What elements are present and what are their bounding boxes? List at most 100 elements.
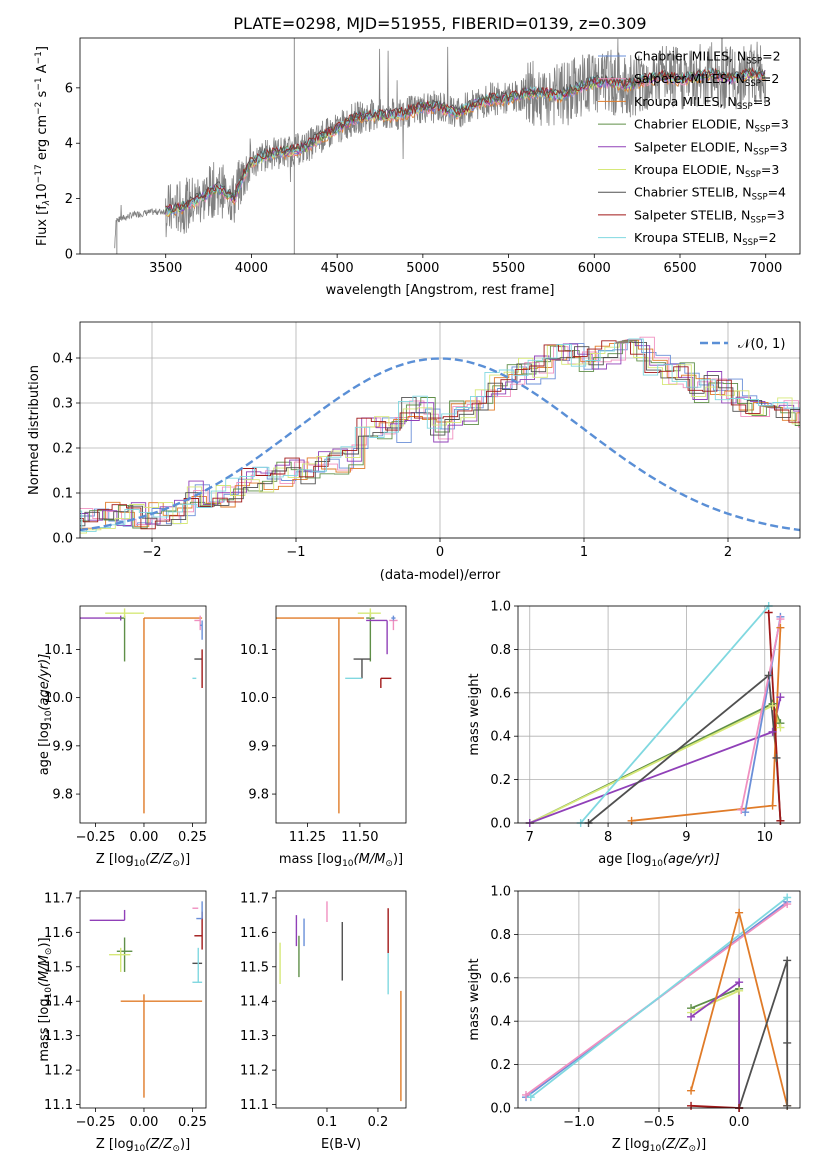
mass_vs_ebv-xlabel: E(B-V) xyxy=(321,1137,361,1152)
spectrum-xlabel: wavelength [Angstrom, rest frame] xyxy=(326,283,555,298)
mw_vs_age-line-salpeter_miles xyxy=(740,618,782,811)
age_vs_Z-axes: −0.25 0.00 0.25 9.8 9.9 10.0 10.1 Z [log10(Z/Z⊙… xyxy=(37,605,207,869)
mw_vs_Z-ytick-label: 0.8 xyxy=(490,928,511,943)
spectrum-xtick-label: 5500 xyxy=(492,261,525,276)
mass_vs_Z-ytick-label: 11.4 xyxy=(44,995,73,1010)
age_vs_mass-ytick-label: 10.0 xyxy=(240,691,269,706)
mw_vs_Z-plot-area xyxy=(525,896,789,1108)
mass_vs_ebv-frame xyxy=(275,890,407,1109)
mw_vs_Z-xlabel: Z [log10(Z/Z⊙)] xyxy=(612,1137,706,1154)
mass_vs_ebv-ytick-label: 11.5 xyxy=(240,960,269,975)
spectrum-ylabel: Flux [fλ10−17 erg cm−2 s−1 A−1] xyxy=(34,46,52,246)
mass_vs_Z-plot-area xyxy=(89,901,203,1098)
residuals-xtick-label: 1 xyxy=(580,545,588,560)
mass_vs_ebv-ytick-label: 11.3 xyxy=(240,1029,269,1044)
spectrum-model-chabrier_stelib xyxy=(165,65,766,214)
mw_vs_Z-marker-chabrier_stelib xyxy=(783,1101,792,1110)
mw_vs_age-line-salpeter_stelib xyxy=(767,612,782,821)
spectrum-ytick-label: 0 xyxy=(65,248,73,263)
mw_vs_age-ytick-label: 1.0 xyxy=(490,600,511,615)
residual-legend-label: 𝒩(0, 1) xyxy=(738,337,785,352)
residuals-xtick-label: −2 xyxy=(142,545,161,560)
residuals-frame xyxy=(79,321,801,539)
mw_vs_age-marker-kroupa_miles xyxy=(776,623,785,632)
mass_vs_ebv-ytick-label: 11.2 xyxy=(240,1064,269,1079)
age_vs_mass-xtick-label: 11.50 xyxy=(341,830,378,845)
mw_vs_Z-ylabel: mass weight xyxy=(467,958,482,1040)
spectrum-xtick-label: 4500 xyxy=(321,261,354,276)
mw_vs_age-marker-chabrier_stelib xyxy=(764,671,773,680)
mw_vs_age-marker-salpeter_elodie xyxy=(768,727,777,736)
mw_vs_age-line-kroupa_stelib xyxy=(580,606,770,823)
age_vs_mass-ytick-label: 9.9 xyxy=(248,739,269,754)
mass_vs_Z-ytick-label: 11.3 xyxy=(44,1029,73,1044)
mw_vs_Z-marker-kroupa_stelib xyxy=(783,893,792,902)
mass_vs_ebv-axes: 0.1 0.2 11.1 11.2 11.3 11.4 11.5 11.6 11.7 E(B-V) xyxy=(240,890,407,1152)
mass_vs_Z-xtick-label: −0.25 xyxy=(76,1115,116,1130)
mw_vs_age-marker-salpeter_stelib xyxy=(776,816,785,825)
mw_vs_age-axes: 7 8 9 10 0.0 0.2 0.4 0.6 0.8 1.0 age [log10(age/yr… xyxy=(467,600,801,869)
mw_vs_Z-marker-kroupa_miles xyxy=(735,908,744,917)
mw_vs_age-xtick-label: 7 xyxy=(526,830,534,845)
mw_vs_Z-line-kroupa_elodie xyxy=(690,989,740,1108)
mw_vs_Z-frame xyxy=(517,890,801,1109)
residuals-axes: −2 −1 0 1 2 0.0 0.1 0.2 0.3 0.4 𝒩(0, 1) (data-model… xyxy=(27,321,801,583)
spectrum-legend-label: Kroupa MILES, NSSP=3 xyxy=(634,94,771,112)
mass_vs_Z-ylabel: mass [log10(M/M⊙)] xyxy=(37,937,54,1061)
age_vs_Z-ylabel: age [log10(age/yr)] xyxy=(37,654,54,776)
mw_vs_Z-xtick-label: −0.5 xyxy=(643,1115,675,1130)
age_vs_Z-frame xyxy=(79,605,207,824)
mw_vs_Z-marker-chabrier_stelib xyxy=(783,956,792,965)
spectrum-frame xyxy=(79,37,801,255)
residuals-xlabel: (data-model)/error xyxy=(380,568,501,583)
spectrum-legend-label: Kroupa STELIB, NSSP=2 xyxy=(634,230,777,248)
spectrum-legend-label: Salpeter ELODIE, NSSP=3 xyxy=(634,139,788,157)
mw_vs_Z-xtick-label: 0.0 xyxy=(729,1115,750,1130)
mw_vs_Z-marker-salpeter_stelib xyxy=(687,1101,696,1110)
mw_vs_age-xlabel: age [log10(age/yr)] xyxy=(598,852,720,869)
spectrum-xtick-label: 6000 xyxy=(578,261,611,276)
mass_vs_Z-ytick-label: 11.7 xyxy=(44,891,73,906)
age_vs_Z-plot-area xyxy=(80,608,203,814)
mw_vs_age-xtick-label: 10 xyxy=(756,830,773,845)
residual-hist-kroupa_elodie xyxy=(80,341,800,534)
mass_vs_Z-xtick-label: 0.00 xyxy=(129,1115,158,1130)
residual-hist-kroupa_stelib xyxy=(80,338,800,532)
mw_vs_Z-xtick-label: −1.0 xyxy=(563,1115,595,1130)
mw_vs_Z-marker-salpeter_elodie xyxy=(687,1012,696,1021)
residuals-ytick-label: 0.3 xyxy=(52,397,73,412)
residual-hist-kroupa_miles xyxy=(80,339,800,529)
spectrum-legend-label: Chabrier ELODIE, NSSP=3 xyxy=(634,117,789,135)
mw_vs_Z-line-chabrier_stelib xyxy=(738,960,789,1108)
figure-title: PLATE=0298, MJD=51955, FIBERID=0139, z=0… xyxy=(233,14,646,33)
spectrum-plot-area xyxy=(114,38,767,254)
spectrum-xtick-label: 3500 xyxy=(149,261,182,276)
mw_vs_Z-ytick-label: 0.4 xyxy=(490,1015,511,1030)
age_vs_mass-xtick-label: 11.25 xyxy=(289,830,326,845)
mw_vs_age-ylabel: mass weight xyxy=(467,673,482,755)
mw_vs_Z-line-chabrier_elodie xyxy=(690,987,740,1108)
spectrum-legend-label: Chabrier STELIB, NSSP=4 xyxy=(634,185,786,203)
normal-curve xyxy=(80,357,800,532)
age_vs_Z-ytick-label: 9.9 xyxy=(52,739,73,754)
spectrum-legend-label: Salpeter STELIB, NSSP=3 xyxy=(634,207,785,225)
mass_vs_Z-axes: −0.25 0.00 0.25 11.1 11.2 11.3 11.4 11.5 11.6 11.… xyxy=(37,890,207,1154)
mw_vs_Z-ytick-label: 0.2 xyxy=(490,1058,511,1073)
residuals-xtick-label: 0 xyxy=(436,545,444,560)
mw_vs_age-marker-kroupa_miles xyxy=(768,801,777,810)
mass_vs_Z-xlabel: Z [log10(Z/Z⊙)] xyxy=(96,1137,190,1154)
mw_vs_age-xtick-label: 8 xyxy=(604,830,612,845)
age_vs_mass-frame xyxy=(275,605,407,824)
residual-hist-chabrier_stelib xyxy=(80,341,800,527)
age_vs_mass-xlabel: mass [log10(M/M⊙)] xyxy=(279,852,403,869)
mass_vs_Z-ytick-label: 11.2 xyxy=(44,1064,73,1079)
mw_vs_age-ytick-label: 0.0 xyxy=(490,817,511,832)
mw_vs_age-marker-kroupa_elodie xyxy=(776,723,785,732)
spectrum-xtick-label: 5000 xyxy=(406,261,439,276)
spectrum-xtick-label: 4000 xyxy=(235,261,268,276)
age_vs_Z-xtick-label: 0.25 xyxy=(178,830,207,845)
mw_vs_Z-marker-salpeter_miles xyxy=(522,1090,531,1099)
mass_vs_Z-xtick-label: 0.25 xyxy=(178,1115,207,1130)
mw_vs_age-marker-kroupa_miles xyxy=(627,816,636,825)
